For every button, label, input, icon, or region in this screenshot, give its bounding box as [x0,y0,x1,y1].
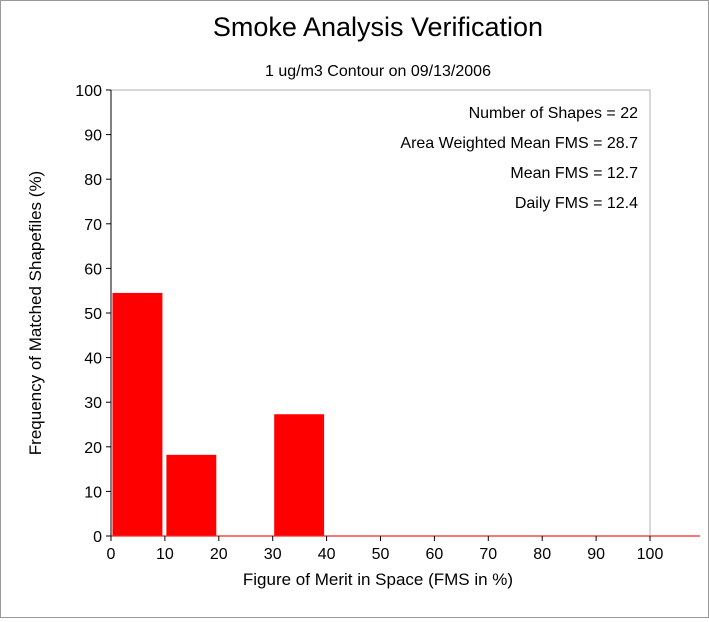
bar-10-20 [166,454,217,536]
stat-annotation: Daily FMS = 12.4 [515,195,638,212]
y-tick-label: 20 [84,440,102,457]
y-tick-label: 90 [84,128,102,145]
bar-30-40 [274,414,325,536]
x-tick-label: 40 [318,546,336,563]
chart-subtitle: 1 ug/m3 Contour on 09/13/2006 [265,63,491,80]
stat-annotation: Number of Shapes = 22 [469,105,639,122]
stat-annotation: Area Weighted Mean FMS = 28.7 [400,135,638,152]
y-tick-label: 0 [93,529,102,546]
x-axis-label: Figure of Merit in Space (FMS in %) [243,570,513,589]
y-tick-label: 70 [84,217,102,234]
chart-title: Smoke Analysis Verification [213,12,543,42]
y-tick-label: 60 [84,261,102,278]
x-tick-label: 80 [533,546,551,563]
x-tick-label: 60 [426,546,444,563]
y-tick-label: 30 [84,395,102,412]
y-tick-label: 100 [75,83,102,100]
x-tick-label: 0 [107,546,116,563]
bars-group [112,292,325,536]
x-tick-label: 90 [587,546,605,563]
x-tick-label: 20 [210,546,228,563]
y-tick-label: 40 [84,351,102,368]
x-tick-label: 50 [372,546,390,563]
annotations-group: Number of Shapes = 22 Area Weighted Mean … [400,105,638,212]
x-tick-label: 100 [637,546,664,563]
x-tick-label: 10 [156,546,174,563]
axes-group: 0 10 20 30 40 50 60 70 80 90 100 0 10 20 30 40 50 60 70 80 9… [75,83,700,563]
bar-0-10 [112,292,163,536]
stat-annotation: Mean FMS = 12.7 [510,165,638,182]
y-tick-label: 80 [84,172,102,189]
x-tick-label: 70 [479,546,497,563]
x-tick-label: 30 [264,546,282,563]
y-axis-label: Frequency of Matched Shapefiles (%) [26,171,45,455]
y-tick-label: 10 [84,484,102,501]
y-tick-label: 50 [84,306,102,323]
